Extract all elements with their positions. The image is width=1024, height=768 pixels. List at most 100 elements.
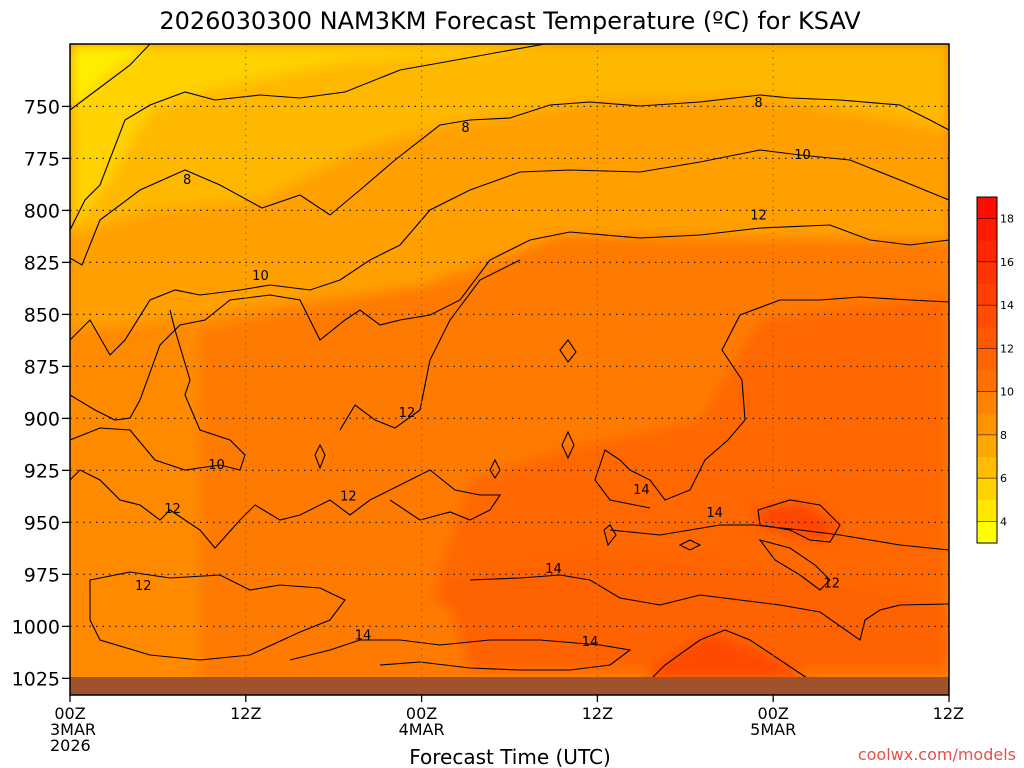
band-cold-top [70,44,560,230]
contour-14-right [594,296,949,509]
contour-label: 12 [340,489,357,504]
colorbar-label: 6 [1000,472,1007,485]
y-tick-label: 800 [24,200,60,222]
contour-label: 12 [750,209,767,224]
contour-8 [70,94,949,266]
colorbar-swatch [977,218,997,241]
y-tick-label: 950 [24,512,60,534]
y-tick-label: 1025 [12,668,60,690]
contour-12-mid [70,309,246,471]
y-tick-label: 825 [24,252,60,274]
x-tick-label: 00Z [406,704,437,723]
contour-16-spot [757,499,841,543]
contour-label: 14 [633,483,650,498]
contour-label: 8 [754,96,762,111]
contour-label: 8 [183,173,191,188]
x-tick-label: 12Z [582,704,613,723]
band-warm-core [430,295,949,640]
band-cool-top [70,44,949,235]
temperature-field [70,44,949,695]
contour-12-upper [70,224,949,421]
colorbar-swatch [977,197,997,220]
contour-label: 14 [545,562,562,577]
colorbar-swatch [977,456,997,479]
colorbar-swatch [977,283,997,306]
band-warm-low [440,555,949,670]
y-tick-label: 1000 [12,616,60,638]
contour-label: 10 [794,148,811,163]
colorbar-label: 14 [1000,299,1014,312]
credit-text: coolwx.com/models [858,745,1016,764]
contour-12-loop [89,571,346,661]
x-tick-label: 12Z [933,704,964,723]
colorbar-label: 16 [1000,256,1014,269]
colorbar-swatch [977,434,997,457]
contour-blob-3 [314,443,326,470]
x-tick-label: 2026 [50,736,91,755]
contour-blob-5 [678,539,702,551]
colorbar-swatch [977,478,997,501]
colorbar-frame [976,196,998,544]
colorbar-swatch [977,391,997,414]
colorbar: 4 6 8 10 12 14 16 18 [976,196,1014,544]
contour-16-bottom [649,629,811,681]
plot-frame [69,43,950,696]
contour-top-edge [70,44,151,111]
colorbar-swatch [977,326,997,349]
contour-label: 14 [355,629,372,644]
colorbar-label: 8 [1000,429,1007,442]
y-tick-label: 975 [24,564,60,586]
contour-14-lower [289,639,632,671]
contour-label: 12 [399,406,416,421]
colorbar-label: 18 [1000,213,1014,226]
contour-label: 10 [252,269,269,284]
colorbar-swatch [977,413,997,436]
contour-14-mid [469,574,949,641]
contour-label: 10 [208,458,225,473]
contour-12-left-low [70,469,502,549]
plot-area [70,44,949,695]
x-tick-label: 00Z [54,704,85,723]
band-coldest-top [70,44,150,110]
y-tick-label: 875 [24,356,60,378]
y-tick-label: 925 [24,460,60,482]
x-tick-label: 12Z [230,704,261,723]
contour-10 [70,149,949,356]
chart-title: 2026030300 NAM3KM Forecast Temperature (… [159,7,861,35]
x-tick-label: 5MAR [750,720,796,739]
colorbar-swatch [977,305,997,328]
y-tick-label: 775 [24,148,60,170]
colorbar-swatch [977,240,997,263]
grid-lines [70,44,949,695]
contour-labels: 8 8 8 10 12 10 12 10 12 12 14 14 14 12 12 14 14 [135,96,841,650]
contour-12-lowright [758,539,831,591]
colorbar-label: 12 [1000,342,1014,355]
colorbar-label: 10 [1000,386,1014,399]
colorbar-label: 4 [1000,515,1007,528]
y-axis-ticks: 750 775 800 825 850 875 900 925 950 975 1000 1025 [12,96,70,690]
contour-lines [70,44,949,681]
band-hot-core [650,632,810,680]
contour-8-upper [70,44,546,231]
colorbar-swatch [977,499,997,522]
x-axis-label: Forecast Time (UTC) [409,745,611,768]
contour-label: 12 [824,577,841,592]
y-tick-label: 850 [24,304,60,326]
y-tick-label: 750 [24,96,60,118]
contour-label: 8 [461,121,469,136]
x-tick-label: 00Z [758,704,789,723]
colorbar-swatch [977,370,997,393]
colorbar-swatch [977,348,997,371]
y-tick-label: 900 [24,408,60,430]
contour-label: 12 [135,579,152,594]
colorbar-swatch [977,521,997,544]
contour-label: 12 [164,502,181,517]
contour-blob-2 [561,430,575,460]
contour-label: 14 [582,635,599,650]
contour-12-center [339,259,521,431]
x-tick-label: 4MAR [399,720,445,739]
colorbar-swatch [977,261,997,284]
contour-blob-1 [559,339,577,363]
